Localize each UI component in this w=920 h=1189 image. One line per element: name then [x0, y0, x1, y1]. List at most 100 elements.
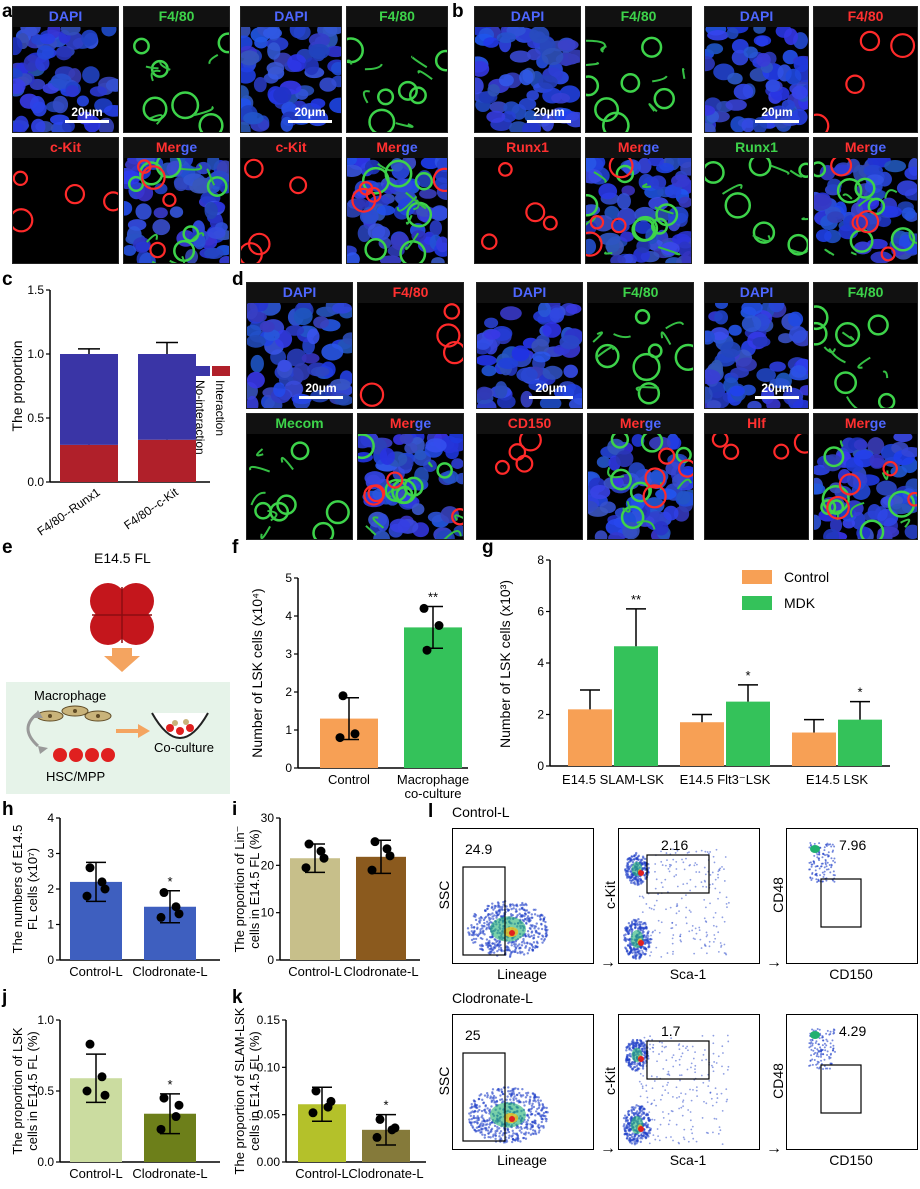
data-point — [434, 621, 444, 630]
data-point — [159, 888, 169, 898]
d2-merge: Merge — [587, 413, 694, 540]
y-tick-label: 0 — [47, 953, 54, 967]
y-tick-label: 0.0 — [27, 475, 44, 489]
y-tick-label: 0.00 — [257, 1155, 281, 1169]
data-point — [100, 884, 110, 894]
channel-label: DAPI — [282, 284, 317, 300]
chart-j: 0.0 0.5 1.0 Control-L * Clodronate-L The propo… — [10, 1013, 220, 1181]
flow-y-label: CD48 — [770, 877, 786, 913]
channel-label: F4/80 — [379, 8, 415, 24]
channel-label: F4/80 — [158, 8, 195, 24]
data-point — [422, 645, 432, 655]
d2-marker: F4/80 — [587, 282, 694, 409]
hsc-label: HSC/MPP — [46, 769, 106, 784]
y-tick-label: 20 — [261, 858, 275, 872]
a2-marker: F4/80 — [346, 6, 448, 133]
flow-plot-1: 25 — [452, 1014, 594, 1150]
flow-plot-3: 7.96 — [786, 828, 918, 964]
flow-plot-2: 1.7 — [618, 1014, 760, 1150]
y-tick-label: 0 — [285, 761, 292, 775]
y-tick-label: 0.05 — [257, 1108, 281, 1122]
bar-mdk — [614, 646, 658, 766]
coculture-label: Co-culture — [154, 740, 214, 755]
panel-letter-j: j — [2, 987, 8, 1008]
b1-dapi: DAPI — [474, 6, 581, 133]
channel-label: Mecom — [275, 415, 324, 431]
y-tick-label: 1.0 — [27, 347, 44, 361]
bar-control — [568, 709, 612, 766]
y-tick-label: 0.10 — [257, 1060, 281, 1074]
bar-no-interaction — [138, 354, 196, 440]
gate-value: 24.9 — [465, 841, 493, 857]
b1-merge: Merge — [585, 137, 692, 264]
data-point — [382, 844, 392, 854]
data-point — [367, 865, 377, 875]
data-point — [311, 1086, 321, 1096]
a2-merge: Merge — [346, 137, 448, 264]
y-tick-label: 4 — [285, 609, 292, 623]
y-tick-label: 10 — [261, 906, 275, 920]
panel-letter-b: b — [452, 1, 464, 22]
y-tick-label: 2 — [537, 708, 544, 722]
gate-value: 4.29 — [839, 1023, 867, 1039]
channel-label: c-Kit — [49, 139, 82, 155]
a2-dapi: DAPI — [240, 6, 342, 133]
x-tick-label: E14.5 Flt3⁻LSK — [680, 772, 771, 787]
b2-dapi: DAPI — [704, 6, 809, 133]
panel-letter-l: l — [428, 801, 434, 822]
data-point — [82, 1086, 92, 1096]
x-tick-label: F4/80--c-Kit — [121, 485, 181, 533]
data-point — [82, 891, 92, 901]
d1-marker: F4/80 — [357, 282, 464, 409]
flow-x-label: Lineage — [497, 966, 547, 982]
x-tick-label: F4/80--Runx1 — [35, 485, 103, 539]
channel-label: DAPI — [739, 8, 774, 24]
bar-control — [792, 732, 836, 766]
flow-y-label: c-Kit — [602, 881, 618, 909]
a1-merge: Merge — [123, 137, 230, 264]
data-point — [390, 1123, 400, 1133]
channel-label: Merge — [617, 139, 660, 155]
flow-y-label: SSC — [436, 1066, 452, 1096]
y-tick-label: 1 — [285, 723, 292, 737]
x-tick-label: Clodronate-L — [132, 1166, 207, 1181]
bar-interaction — [60, 444, 118, 482]
y-axis-label: Number of LSK cells (x10³) — [497, 580, 513, 748]
y-axis-label: The numbers of E14.5 — [10, 825, 25, 954]
y-tick-label: 8 — [537, 553, 544, 567]
x-tick-label: co-culture — [404, 786, 461, 800]
flow-x-label: Lineage — [497, 1152, 547, 1168]
flow-plot-3: 4.29 — [786, 1014, 918, 1150]
chart-i: 0 10 20 30 Control-L Clodronate-L The proporti… — [232, 811, 420, 979]
arrow-icon: → — [766, 1140, 782, 1157]
channel-label: DAPI — [48, 8, 83, 24]
arrow-icon: → — [600, 954, 616, 971]
a1-marker2: c-Kit — [12, 137, 119, 264]
chart-k: 0.00 0.05 0.10 0.15 Control-L * Clodronate-L Th… — [232, 1007, 426, 1181]
d1-merge: Merge — [357, 413, 464, 540]
y-tick-label: 0.0 — [37, 1155, 54, 1169]
panel-letter-a: a — [2, 1, 13, 22]
chart-g: 0 2 4 6 8 ** E14.5 SLAM-LSK * E14.5 Flt3⁻LSK * E14… — [497, 553, 890, 787]
x-tick-label: Control-L — [288, 964, 341, 979]
y-tick-label: 2 — [285, 685, 292, 699]
y-tick-label: 5 — [285, 571, 292, 585]
y-axis-label: cells in E14.5 FL (%) — [247, 829, 262, 948]
x-tick-label: Control-L — [69, 1166, 122, 1181]
y-axis-label: The proportion of LSK — [10, 1027, 25, 1155]
channel-label: F4/80 — [847, 284, 884, 300]
y-axis-label: cells in E14.5 FL (%) — [247, 1031, 262, 1150]
channel-label: Merge — [389, 415, 432, 431]
data-point — [156, 912, 166, 922]
data-point — [319, 853, 329, 863]
bar-1 — [404, 627, 462, 768]
panel-letter-c: c — [2, 269, 13, 290]
x-tick-label: Control — [328, 772, 370, 787]
channel-label: DAPI — [274, 8, 308, 24]
legend-label: Interaction — [213, 380, 227, 436]
flow-y-label: SSC — [436, 880, 452, 910]
x-tick-label: E14.5 SLAM-LSK — [562, 772, 664, 787]
arrow-icon: → — [766, 954, 782, 971]
data-point — [316, 846, 326, 856]
scale-bar: 20μm — [299, 381, 343, 399]
